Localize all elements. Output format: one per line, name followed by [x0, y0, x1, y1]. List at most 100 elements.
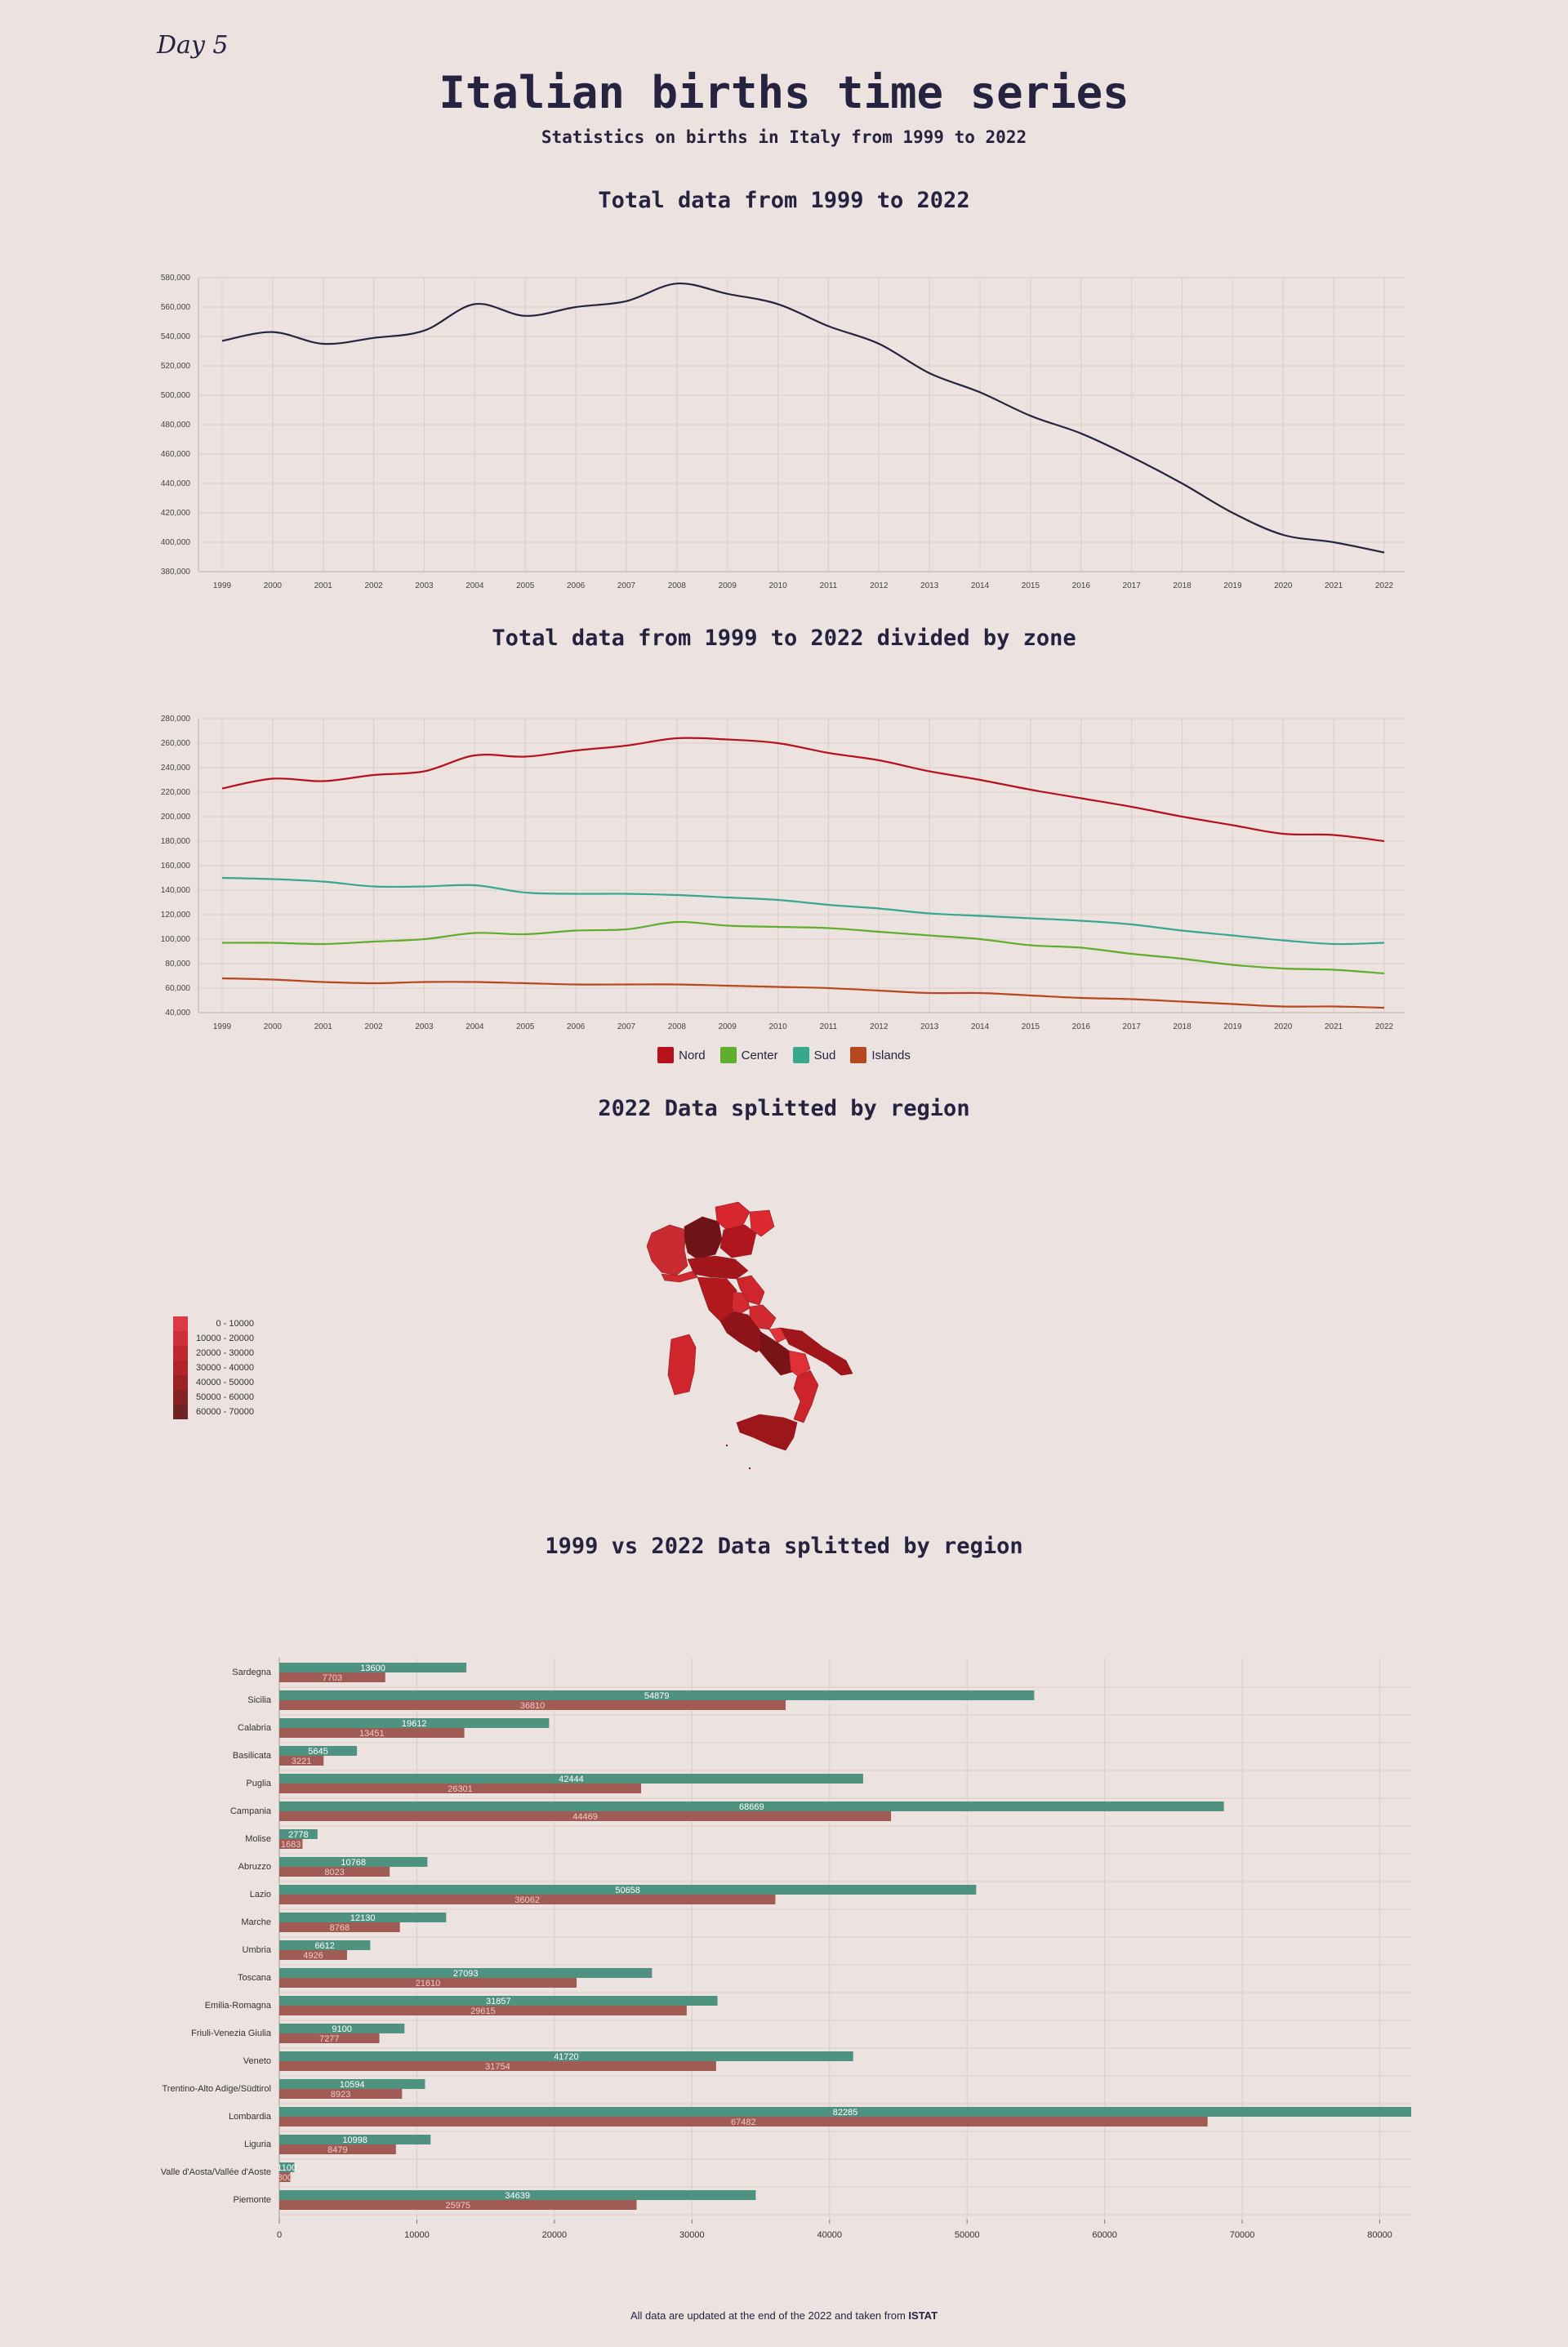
bar-value-label: 42444 — [559, 1775, 584, 1784]
bar-1999 — [279, 1922, 400, 1932]
map-legend-label: 0 - 10000 — [216, 1319, 254, 1329]
bar-value-label: 41720 — [554, 2052, 579, 2062]
map-island-dot — [748, 1467, 751, 1470]
bar-2022 — [279, 1746, 358, 1756]
x-tick-label: 2013 — [920, 581, 939, 590]
region-bar-chart: 0 10000 20000 30000 40000 50000 60000 70000 8000… — [161, 1658, 1411, 2240]
x-tick-label: 2004 — [466, 581, 484, 590]
x-tick-label: 2000 — [264, 581, 283, 590]
x-tick-label: 2001 — [314, 581, 333, 590]
y-tick-label: 240,000 — [161, 764, 191, 773]
bar-value-label: 44469 — [572, 1812, 598, 1822]
bar-2022 — [279, 1829, 318, 1839]
bar-1999 — [279, 2144, 396, 2154]
map-legend: 0 - 10000 10000 - 20000 20000 - 30000 30000… — [173, 1316, 254, 1419]
bar-1999 — [279, 1672, 385, 1682]
category-label: Puglia — [246, 1779, 271, 1788]
bar-2022 — [279, 1663, 467, 1672]
bar-2022 — [279, 1885, 977, 1895]
bar-value-label: 8768 — [330, 1923, 350, 1933]
y-tick-label: 160,000 — [161, 862, 191, 871]
category-label: Marche — [241, 1917, 271, 1927]
y-tick-label: 200,000 — [161, 813, 191, 822]
total-chart-title: Total data from 1999 to 2022 — [598, 188, 970, 213]
map-legend-label: 50000 - 60000 — [196, 1392, 254, 1402]
x-tick-label: 2016 — [1072, 581, 1091, 590]
bar-value-label: 68669 — [739, 1802, 764, 1812]
x-tick-label: 2020 — [1274, 1022, 1293, 1031]
y-tick-label: 140,000 — [161, 886, 191, 895]
x-tick-label: 2012 — [870, 581, 889, 590]
map-legend-swatch — [173, 1316, 188, 1331]
bar-value-label: 7703 — [323, 1673, 342, 1683]
bar-value-label: 25975 — [445, 2201, 470, 2211]
map-legend-labels: 0 - 10000 10000 - 20000 20000 - 30000 30000… — [196, 1316, 254, 1419]
map-region-piemonte — [646, 1224, 688, 1276]
bar-2022 — [279, 1718, 550, 1728]
map-legend-label: 30000 - 40000 — [196, 1363, 254, 1373]
x-tick-label: 2018 — [1173, 1022, 1192, 1031]
bar-1999 — [279, 2117, 1208, 2127]
page-title: Italian births time series — [439, 67, 1129, 118]
x-tick-label: 40000 — [817, 2230, 842, 2240]
bar-1999 — [279, 2172, 291, 2182]
map-legend-swatch — [173, 1375, 188, 1390]
map-region-veneto — [719, 1224, 757, 1258]
bar-1999 — [279, 1839, 303, 1849]
category-label: Veneto — [243, 2056, 271, 2066]
bar-value-label: 13451 — [359, 1729, 385, 1739]
map-region-campania — [759, 1330, 793, 1376]
legend-swatch — [657, 1047, 675, 1063]
bar-value-label: 1100 — [277, 2163, 296, 2173]
x-tick-label: 2007 — [617, 581, 636, 590]
category-label: Toscana — [238, 1973, 272, 1983]
bar-value-label: 7277 — [319, 2034, 339, 2044]
map-region-calabria — [793, 1369, 819, 1423]
map-island-dot — [725, 1444, 728, 1447]
bar-value-label: 27093 — [453, 1969, 479, 1979]
map-legend-swatch — [173, 1405, 188, 1419]
map-legend-color-scale — [173, 1316, 188, 1419]
bar-2022 — [279, 2135, 431, 2144]
x-tick-label: 2021 — [1325, 581, 1343, 590]
bar-1999 — [279, 1784, 642, 1793]
category-label: Emilia-Romagna — [205, 2001, 272, 2011]
bar-2022 — [279, 1968, 653, 1978]
x-tick-label: 2015 — [1022, 581, 1040, 590]
x-tick-label: 2006 — [567, 1022, 586, 1031]
x-tick-label: 30000 — [679, 2230, 705, 2240]
bar-value-label: 4926 — [303, 1951, 323, 1961]
italy-choropleth-map — [646, 1201, 853, 1470]
bar-value-label: 2778 — [288, 1830, 308, 1840]
bar-value-label: 8923 — [331, 2090, 350, 2100]
legend-swatch — [850, 1047, 867, 1063]
map-region-basilicata — [788, 1350, 811, 1378]
series-line-sud — [221, 876, 1385, 946]
series-line-total — [221, 282, 1385, 554]
y-tick-label: 480,000 — [161, 421, 191, 430]
bar-value-label: 8023 — [324, 1868, 344, 1877]
map-region-emilia-romagna — [687, 1255, 749, 1280]
bar-1999 — [279, 1950, 347, 1960]
legend-item-nord: Nord — [657, 1047, 706, 1063]
bar-value-label: 9100 — [332, 2024, 351, 2034]
map-region-trentino — [715, 1201, 751, 1231]
series-line-center — [221, 920, 1385, 975]
bar-value-label: 800 — [278, 2173, 292, 2183]
x-tick-label: 2013 — [920, 1022, 939, 1031]
zone-chart-title: Total data from 1999 to 2022 divided by … — [492, 626, 1076, 651]
map-legend-swatch — [173, 1390, 188, 1405]
x-tick-label: 2002 — [364, 1022, 383, 1031]
x-tick-label: 2022 — [1375, 1022, 1394, 1031]
y-tick-label: 580,000 — [161, 274, 191, 283]
map-title: 2022 Data splitted by region — [598, 1096, 970, 1121]
bar-value-label: 36810 — [520, 1701, 546, 1711]
bar-value-label: 36062 — [514, 1895, 540, 1905]
bar-1999 — [279, 1867, 390, 1877]
legend-label: Sud — [813, 1048, 836, 1062]
x-tick-label: 2005 — [516, 581, 535, 590]
bar-2022 — [279, 2190, 756, 2200]
x-tick-label: 1999 — [213, 581, 232, 590]
bar-2022 — [279, 2051, 853, 2061]
bar-2022 — [279, 2079, 425, 2089]
